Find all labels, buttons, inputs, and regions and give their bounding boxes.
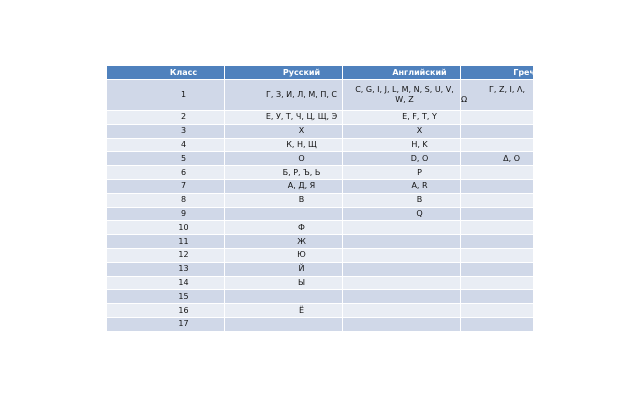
table-cell: C, G, I, J, L, M, N, S, U, V, W, Z [343,80,461,111]
table-cell: 5 [107,152,225,167]
table-cell [461,235,533,249]
table-cell: 10 [107,221,225,236]
table-cell [343,221,461,236]
table-cell: Е, У, Т, Ч, Ц, Щ, Э [225,111,343,125]
table-cell: В [225,193,343,208]
table-cell [461,221,533,236]
table-row: 17 [107,318,533,332]
table-cell [461,139,533,153]
table-cell: Й [225,262,343,277]
header-cell: Русский [225,66,343,80]
table-cell: 17 [107,318,225,332]
table-cell [461,304,533,318]
table-cell [343,249,461,263]
table-cell: 4 [107,138,225,153]
table-cell [461,277,533,291]
table-cell: 3 [107,124,225,139]
table-cell: Ё [225,304,343,318]
table-cell: D, O [343,152,461,167]
header-cell: Класс [107,66,225,80]
table-cell: 16 [107,304,225,318]
table-row: 12 Ю [107,249,533,263]
table-cell: Ю [225,249,343,263]
header-row: КлассРусскийАнглийскийГреческий [107,66,533,80]
table-row: 10 Ф [107,221,533,236]
table-cell: Г, З, И, Л, М, П, С [225,80,343,111]
table-row: 15 [107,290,533,305]
table-cell [461,111,533,125]
table-row: 4 К, Н, Щ H, K [107,138,533,153]
table-row: 1 Г, З, И, Л, М, П, С C, G, I, J, L, M, N,… [107,80,533,111]
table-cell [461,180,533,194]
table-cell [343,235,461,249]
table-cell: 1 [107,80,225,111]
table-cell: Ж [225,235,343,249]
cell-line: Ω [461,95,468,104]
table-cell [343,318,461,332]
table-row: 16 Ё [107,304,533,318]
table-cell [461,290,533,305]
header-cell: Английский [343,66,461,80]
table-row: 14 Ы [107,276,533,291]
table-cell: К, Н, Щ [225,138,343,153]
table-cell: A, R [343,180,461,194]
table-row: 7 А, Д, Я A, R [107,180,533,194]
table-cell: B [343,193,461,208]
cell-line: Г, Z, I, Λ, [489,85,525,94]
header-cell: Греческий [461,66,533,80]
table-cell: H, K [343,138,461,153]
table-cell: 2 [107,111,225,125]
table-row: 13 Й [107,262,533,277]
table-cell: Х [225,124,343,139]
table-cell: X [343,124,461,139]
table-cell [343,304,461,318]
table-cell [461,166,533,180]
table-cell: Ф [225,221,343,236]
table-row: 2 Е, У, Т, Ч, Ц, Щ, Э E, F, T, Y [107,111,533,125]
table-cell [461,263,533,277]
table-cell [225,318,343,332]
table-cell: А, Д, Я [225,180,343,194]
table-cell: 7 [107,180,225,194]
table-cell [461,318,533,332]
table-cell [343,262,461,277]
table-cell: 8 [107,193,225,208]
table-cell: 9 [107,207,225,222]
table-row: 5 О D, O Δ, O [107,152,533,167]
table-cell: E, F, T, Y [343,111,461,125]
table-cell [461,249,533,263]
table-cell: Δ, O [461,152,533,167]
table-cell: Б, Р, Ъ, Ь [225,166,343,180]
table-cell: 6 [107,166,225,180]
table: КлассРусскийАнглийскийГреческий1Г, З, И,… [107,66,533,333]
table-cell [225,290,343,305]
table-cell: 15 [107,290,225,305]
table-cell: 11 [107,235,225,249]
table-cell [343,290,461,305]
table-cell [461,208,533,222]
table-cell [343,276,461,291]
table-cell: 14 [107,276,225,291]
table-cell: 12 [107,249,225,263]
table-cell [461,194,533,208]
table-cell: Q [343,207,461,222]
table-cell: Г, Z, I, Λ, Ω [461,80,533,111]
table-cell [461,125,533,139]
table-cell: О [225,152,343,167]
table-row: 11 Ж [107,235,533,249]
table-cell: 13 [107,262,225,277]
table-cell: P [343,166,461,180]
table-cell: Ы [225,276,343,291]
table-cell [225,207,343,222]
